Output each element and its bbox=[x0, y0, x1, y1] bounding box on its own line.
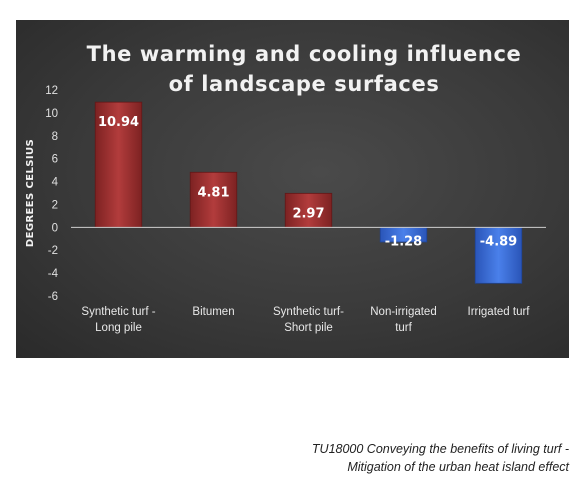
bar-3 bbox=[284, 192, 333, 228]
x-tick-label-1: Synthetic turf -Long pile bbox=[81, 306, 155, 334]
chart-panel: The warming and cooling influence of land… bbox=[16, 20, 569, 358]
data-label-4: -1.28 bbox=[385, 234, 422, 249]
y-tick-label: 4 bbox=[52, 177, 59, 189]
chart-title-line-2: of landscape surfaces bbox=[169, 72, 440, 96]
y-tick-label: -2 bbox=[48, 245, 58, 257]
y-tick-label: 10 bbox=[45, 108, 58, 120]
bar-2 bbox=[189, 171, 238, 228]
y-axis-label: DEGREES CELSIUS bbox=[25, 139, 36, 247]
caption-line-1: TU18000 Conveying the benefits of living… bbox=[311, 442, 569, 456]
bar-5 bbox=[474, 226, 523, 284]
data-label-5: -4.89 bbox=[480, 234, 517, 249]
figure-caption: TU18000 Conveying the benefits of living… bbox=[312, 440, 569, 476]
data-label-3: 2.97 bbox=[292, 206, 324, 221]
x-tick-label-5: Irrigated turf bbox=[468, 306, 531, 318]
data-label-2: 4.81 bbox=[197, 185, 229, 200]
caption-line-2: Mitigation of the urban heat island effe… bbox=[347, 460, 569, 474]
x-tick-label-4: Non-irrigated turf bbox=[370, 306, 436, 334]
y-tick-label: 6 bbox=[52, 154, 58, 166]
y-tick-label: 2 bbox=[52, 199, 58, 211]
y-tick-label: 8 bbox=[52, 131, 58, 143]
y-tick-label: 0 bbox=[52, 222, 58, 234]
y-tick-label: 12 bbox=[45, 85, 58, 97]
x-tick-label-3: Synthetic turf-Short pile bbox=[273, 306, 344, 334]
data-label-1: 10.94 bbox=[98, 115, 139, 130]
y-tick-label: -6 bbox=[48, 291, 58, 303]
bar-chart: The warming and cooling influence of land… bbox=[25, 42, 546, 334]
chart-title-line-1: The warming and cooling influence bbox=[87, 42, 522, 66]
bar-1 bbox=[94, 101, 143, 228]
y-tick-label: -4 bbox=[48, 268, 59, 280]
x-tick-label-2: Bitumen bbox=[192, 306, 234, 318]
